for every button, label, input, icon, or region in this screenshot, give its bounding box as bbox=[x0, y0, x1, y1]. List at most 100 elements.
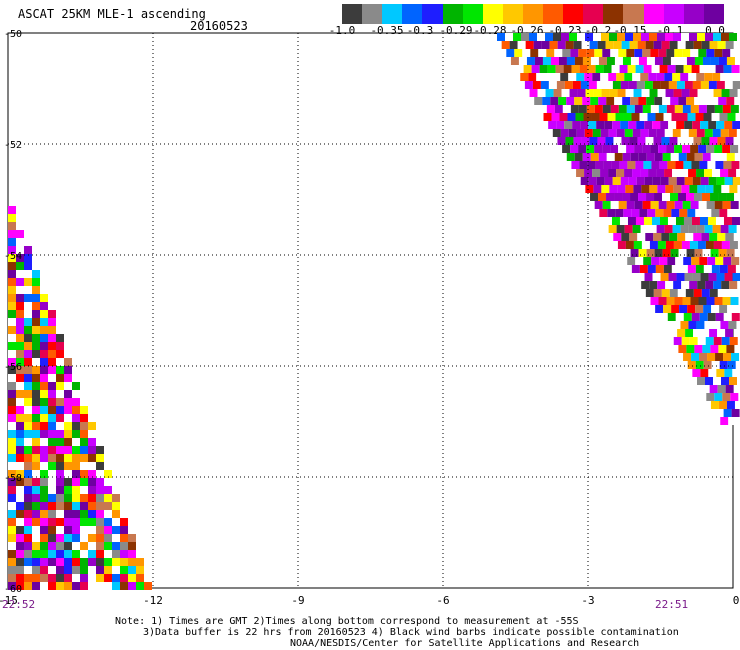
swath-cell bbox=[651, 65, 660, 73]
swath-cell bbox=[556, 81, 565, 89]
swath-cell bbox=[703, 361, 712, 369]
swath-cell bbox=[120, 526, 128, 534]
swath-cell bbox=[64, 406, 72, 414]
swath-cell bbox=[725, 233, 734, 241]
swath-cell bbox=[729, 89, 738, 97]
swath-cell bbox=[56, 502, 64, 510]
swath-cell bbox=[8, 446, 16, 454]
swath-cell bbox=[590, 97, 599, 105]
swath-cell bbox=[8, 406, 16, 414]
swath-cell bbox=[72, 510, 80, 518]
swath-cell bbox=[8, 542, 16, 550]
swath-cell bbox=[598, 153, 607, 161]
swath-cell bbox=[623, 209, 632, 217]
swath-cell bbox=[723, 217, 732, 225]
swath-cell bbox=[679, 113, 688, 121]
swath-cell bbox=[602, 105, 611, 113]
swath-cell bbox=[717, 233, 726, 241]
swath-cell bbox=[48, 534, 56, 542]
swath-cell bbox=[608, 129, 617, 137]
swath-cell bbox=[72, 494, 80, 502]
swath-cell bbox=[56, 358, 64, 366]
swath-cell bbox=[8, 366, 16, 374]
swath-cell bbox=[120, 550, 128, 558]
swath-cell bbox=[726, 153, 735, 161]
swath-cell bbox=[40, 430, 48, 438]
swath-cell bbox=[676, 81, 685, 89]
swath-cell bbox=[580, 121, 589, 129]
swath-cell bbox=[32, 510, 40, 518]
swath-cell bbox=[32, 462, 40, 470]
color-scale-swatch bbox=[643, 4, 665, 24]
swath-cell bbox=[80, 566, 88, 574]
swath-cell bbox=[641, 89, 650, 97]
swath-cell bbox=[559, 113, 568, 121]
swath-cell bbox=[666, 201, 675, 209]
swath-cell bbox=[72, 534, 80, 542]
swath-cell bbox=[32, 278, 40, 286]
swath-cell bbox=[40, 550, 48, 558]
swath-cell bbox=[525, 41, 534, 49]
swath-cell bbox=[611, 65, 620, 73]
swath-cell bbox=[719, 209, 728, 217]
swath-cell bbox=[665, 241, 674, 249]
swath-cell bbox=[710, 153, 719, 161]
swath-cell bbox=[674, 297, 683, 305]
x-tick-label: -3 bbox=[581, 594, 594, 607]
swath-cell bbox=[16, 230, 24, 238]
swath-cell bbox=[626, 49, 635, 57]
color-scale-swatch bbox=[583, 4, 604, 24]
swath-cell bbox=[582, 57, 591, 65]
swath-cell bbox=[654, 153, 663, 161]
swath-cell bbox=[730, 49, 739, 57]
swath-cell bbox=[8, 230, 16, 238]
swath-cell bbox=[711, 265, 720, 273]
swath-cell bbox=[24, 366, 32, 374]
swath-cell bbox=[674, 49, 683, 57]
swath-cell bbox=[700, 121, 709, 129]
swath-cell bbox=[64, 446, 72, 454]
swath-cell bbox=[48, 550, 56, 558]
swath-cell bbox=[72, 486, 80, 494]
swath-cell bbox=[668, 177, 677, 185]
swath-cell bbox=[667, 313, 676, 321]
swath-cell bbox=[619, 217, 628, 225]
swath-cell bbox=[694, 153, 703, 161]
swath-cell bbox=[697, 241, 706, 249]
swath-cell bbox=[32, 366, 40, 374]
swath-cell bbox=[96, 566, 104, 574]
swath-cell bbox=[40, 366, 48, 374]
swath-cell bbox=[96, 446, 104, 454]
color-scale-swatch bbox=[342, 4, 363, 24]
swath-cell bbox=[664, 225, 673, 233]
swath-cell bbox=[16, 510, 24, 518]
swath-cell bbox=[644, 121, 653, 129]
swath-cell bbox=[524, 81, 533, 89]
swath-cell bbox=[722, 201, 731, 209]
swath-cell bbox=[570, 145, 579, 153]
swath-cell bbox=[64, 422, 72, 430]
swath-cell bbox=[48, 374, 56, 382]
swath-cell bbox=[568, 129, 577, 137]
swath-cell bbox=[24, 558, 32, 566]
swath-cell bbox=[32, 526, 40, 534]
swath-cell bbox=[658, 201, 667, 209]
swath-cell bbox=[705, 337, 714, 345]
swath-cell bbox=[605, 137, 614, 145]
swath-cell bbox=[681, 337, 690, 345]
swath-cell bbox=[683, 257, 692, 265]
swath-cell bbox=[725, 329, 734, 337]
swath-cell bbox=[724, 121, 733, 129]
swath-cell bbox=[682, 49, 691, 57]
swath-cell bbox=[112, 582, 120, 590]
color-scale-swatch bbox=[422, 4, 443, 24]
swath-cell bbox=[32, 470, 40, 478]
swath-cell bbox=[8, 510, 16, 518]
swath-cell bbox=[718, 249, 727, 257]
swath-cell bbox=[648, 129, 657, 137]
swath-cell bbox=[705, 281, 714, 289]
swath-cell bbox=[554, 49, 563, 57]
swath-cell bbox=[706, 105, 715, 113]
swath-cell bbox=[570, 49, 579, 57]
swath-cell bbox=[590, 153, 599, 161]
